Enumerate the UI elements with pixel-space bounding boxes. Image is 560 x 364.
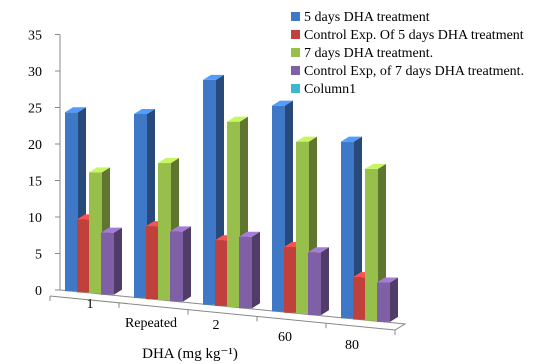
chart-legend: 5 days DHA treatment Control Exp. Of 5 da…: [291, 10, 524, 97]
bar-front: [134, 113, 147, 298]
bar: [308, 247, 329, 316]
bar-front: [308, 252, 321, 316]
y-tick-label: 20: [28, 138, 42, 153]
y-axis-ticks: 0 5 10 15 20 25 30 35: [28, 29, 60, 299]
legend-label: Control Exp, of 7 days DHA treatment.: [304, 64, 524, 79]
x-tick-label: 2: [213, 318, 220, 333]
legend-item: 5 days DHA treatment: [291, 10, 430, 25]
bar-top: [134, 108, 155, 114]
x-tick-label: 1: [87, 297, 94, 312]
bar-series-group: [65, 74, 398, 322]
bar-top: [158, 158, 179, 164]
y-tick-label: 0: [35, 284, 42, 299]
bar-side: [183, 226, 191, 302]
bar-front: [203, 79, 216, 305]
x-axis-ticks: 1 Repeated 2 60 80: [87, 297, 360, 353]
bar-top: [101, 227, 122, 233]
bar-top: [170, 226, 191, 232]
legend-label: Control Exp. Of 5 days DHA treatment: [304, 28, 524, 43]
legend-swatch: [291, 84, 300, 93]
x-tick-label: 60: [278, 330, 292, 345]
bar: [101, 227, 122, 295]
bar-top: [203, 74, 224, 80]
bar-front: [353, 277, 366, 320]
x-tick-label: Repeated: [125, 316, 177, 331]
legend-swatch: [291, 66, 300, 75]
x-axis-title: DHA (mg kg⁻¹): [142, 346, 238, 362]
legend-label: 7 days DHA treatment.: [304, 46, 433, 61]
y-tick-label: 10: [28, 211, 42, 226]
legend-swatch: [291, 48, 300, 57]
bar-front: [227, 121, 240, 308]
bar-top: [296, 136, 317, 142]
bar-front: [158, 163, 171, 301]
bar-front: [77, 219, 90, 293]
y-tick-label: 30: [28, 65, 42, 80]
bar-front: [341, 141, 354, 319]
bar-front: [170, 231, 183, 302]
bar-top: [227, 116, 248, 122]
bar-top: [341, 136, 362, 142]
y-tick-label: 5: [35, 248, 42, 263]
bar-top: [365, 163, 386, 169]
legend-label: 5 days DHA treatment: [304, 10, 430, 25]
bar-top: [308, 247, 329, 253]
x-tick-label: 80: [345, 338, 359, 353]
bar-top: [272, 100, 293, 106]
bar-side: [252, 231, 260, 309]
bar-top: [239, 231, 260, 237]
y-tick-label: 15: [28, 175, 42, 190]
bar-front: [272, 105, 285, 312]
bar-front: [101, 232, 114, 295]
bar-side: [390, 277, 398, 322]
bar-front: [284, 247, 297, 313]
bar-top: [65, 107, 86, 113]
bar-front: [365, 168, 378, 321]
bar-top: [377, 277, 398, 283]
bar-side: [321, 247, 329, 316]
legend-item: Control Exp. Of 5 days DHA treatment: [291, 28, 524, 43]
bar-side: [114, 227, 122, 295]
bar-top: [89, 167, 110, 173]
y-tick-label: 25: [28, 102, 42, 117]
bar-front: [296, 141, 309, 314]
bar-front: [65, 112, 78, 292]
bar-front: [146, 226, 159, 300]
bar: [170, 226, 191, 302]
bar-front: [239, 236, 252, 309]
legend-label: Column1: [304, 82, 356, 97]
bar: [239, 231, 260, 309]
bar-front: [377, 282, 390, 322]
legend-item: 7 days DHA treatment.: [291, 46, 433, 61]
bar: [377, 277, 398, 322]
legend-swatch: [291, 12, 300, 21]
bar-front: [215, 240, 228, 306]
legend-swatch: [291, 30, 300, 39]
legend-item: Column1: [291, 82, 356, 97]
bar-front: [89, 172, 102, 294]
legend-item: Control Exp, of 7 days DHA treatment.: [291, 64, 524, 79]
y-tick-label: 35: [28, 29, 42, 44]
